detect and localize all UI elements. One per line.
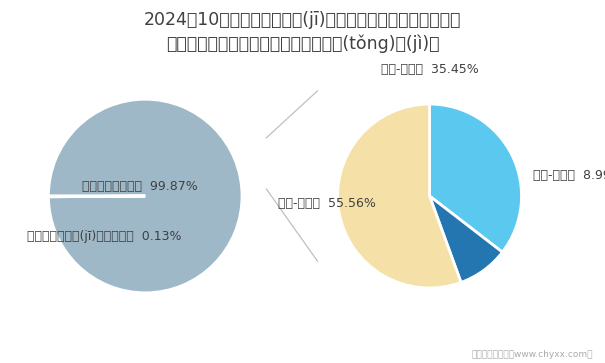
Text: 全國其他二輪車企  99.87%: 全國其他二輪車企 99.87% bbox=[82, 180, 198, 193]
Wedge shape bbox=[430, 196, 502, 282]
Wedge shape bbox=[48, 99, 242, 293]
Text: 制圖：智研咨詢（www.chyxx.com）: 制圖：智研咨詢（www.chyxx.com） bbox=[471, 350, 593, 359]
Wedge shape bbox=[338, 104, 461, 288]
Text: 二輪-踏板式  35.45%: 二輪-踏板式 35.45% bbox=[381, 62, 479, 76]
Text: 二輪-彎梁式  8.99%: 二輪-彎梁式 8.99% bbox=[532, 169, 605, 182]
Text: 浙江幸福摩托機(jī)械有限公司  0.13%: 浙江幸福摩托機(jī)械有限公司 0.13% bbox=[27, 230, 182, 243]
Wedge shape bbox=[430, 104, 522, 252]
Text: 二輪-跨騎式  55.56%: 二輪-跨騎式 55.56% bbox=[278, 197, 376, 210]
Text: 2024年10月浙江幸福摩托機(jī)械有限公司摩托車銷量占全國
二輪銷量比重及其各類車型銷量占比統(tǒng)計(jì)圖: 2024年10月浙江幸福摩托機(jī)械有限公司摩托車銷量占全國 二輪銷量比重及… bbox=[144, 11, 461, 53]
Wedge shape bbox=[48, 196, 145, 197]
